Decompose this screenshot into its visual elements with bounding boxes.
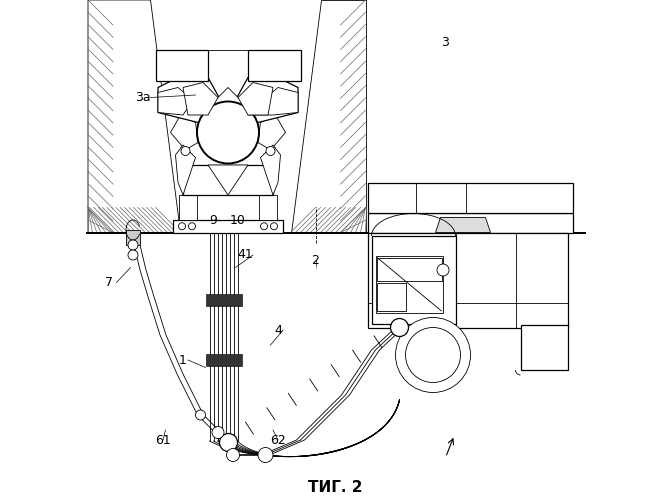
Polygon shape <box>435 218 491 232</box>
Text: 62: 62 <box>270 434 286 446</box>
Text: 1: 1 <box>179 354 187 366</box>
Polygon shape <box>238 82 273 115</box>
Polygon shape <box>205 354 242 366</box>
Polygon shape <box>377 258 442 281</box>
Polygon shape <box>156 50 208 81</box>
Circle shape <box>270 223 278 230</box>
Circle shape <box>266 146 275 156</box>
Polygon shape <box>291 0 366 232</box>
Polygon shape <box>205 294 242 306</box>
Polygon shape <box>126 230 140 245</box>
Text: 3: 3 <box>442 36 450 49</box>
Text: ΤИГ. 2: ΤИГ. 2 <box>308 480 363 495</box>
Polygon shape <box>183 82 218 115</box>
Circle shape <box>128 240 138 250</box>
Polygon shape <box>376 256 443 312</box>
Polygon shape <box>368 232 568 328</box>
Circle shape <box>391 318 409 336</box>
Polygon shape <box>158 88 193 115</box>
Polygon shape <box>258 115 285 150</box>
Circle shape <box>260 223 268 230</box>
Polygon shape <box>158 78 221 125</box>
Circle shape <box>197 102 259 164</box>
Polygon shape <box>236 78 298 125</box>
Polygon shape <box>368 212 573 233</box>
Polygon shape <box>521 325 568 370</box>
Polygon shape <box>88 0 180 232</box>
Polygon shape <box>368 182 573 212</box>
Polygon shape <box>183 165 273 195</box>
Polygon shape <box>248 50 301 81</box>
Polygon shape <box>173 220 283 232</box>
Circle shape <box>189 223 195 230</box>
Polygon shape <box>377 282 405 311</box>
Text: 10: 10 <box>230 214 246 226</box>
Text: 4: 4 <box>274 324 282 336</box>
Text: 61: 61 <box>155 434 171 446</box>
Circle shape <box>405 328 460 382</box>
Circle shape <box>395 318 470 392</box>
Circle shape <box>219 434 238 452</box>
Circle shape <box>437 264 449 276</box>
Text: 2: 2 <box>311 254 319 266</box>
Text: 3а: 3а <box>135 91 151 104</box>
Polygon shape <box>208 50 248 105</box>
Circle shape <box>212 426 224 438</box>
Circle shape <box>258 448 273 462</box>
Circle shape <box>195 410 205 420</box>
Circle shape <box>227 448 240 462</box>
Text: 7: 7 <box>105 276 113 289</box>
Polygon shape <box>170 115 198 150</box>
Text: 41: 41 <box>238 248 254 262</box>
Polygon shape <box>176 145 195 195</box>
Polygon shape <box>248 88 298 115</box>
Polygon shape <box>179 195 197 220</box>
Circle shape <box>181 146 190 156</box>
Polygon shape <box>372 236 456 324</box>
Text: 9: 9 <box>209 214 217 226</box>
Circle shape <box>178 223 185 230</box>
Circle shape <box>128 250 138 260</box>
Polygon shape <box>208 165 248 195</box>
Polygon shape <box>211 88 246 105</box>
Polygon shape <box>259 195 277 220</box>
Polygon shape <box>260 145 280 195</box>
